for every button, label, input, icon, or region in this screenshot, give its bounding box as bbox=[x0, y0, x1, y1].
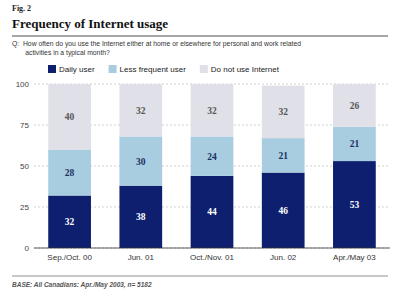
y-tick-label: 0 bbox=[25, 244, 30, 253]
chart: Fig. 2 Frequency of Internet usage Q: How … bbox=[0, 0, 400, 299]
data-label: 32 bbox=[65, 217, 75, 227]
bar-segment bbox=[333, 84, 376, 127]
data-label: 32 bbox=[207, 106, 217, 116]
legend-swatch bbox=[200, 65, 208, 73]
x-axis-line bbox=[34, 248, 390, 249]
grid-line bbox=[34, 248, 390, 249]
bar-segment bbox=[333, 127, 376, 161]
footnote: BASE: All Canadians: Apr./May 2003, n= 5… bbox=[12, 281, 152, 289]
bar-segment bbox=[262, 86, 305, 138]
bar-segment bbox=[333, 161, 376, 248]
title: Frequency of Internet usage bbox=[12, 16, 168, 31]
bar-segment bbox=[262, 173, 305, 248]
bar-segment bbox=[48, 196, 91, 248]
data-label: 24 bbox=[207, 152, 217, 162]
bar-segment bbox=[119, 84, 162, 136]
data-label: 26 bbox=[350, 101, 360, 111]
legend-swatch bbox=[48, 65, 56, 73]
x-tick-label: Jun. 02 bbox=[270, 253, 297, 262]
data-label: 40 bbox=[65, 112, 75, 122]
bar-segment bbox=[119, 186, 162, 248]
bar-segment bbox=[48, 84, 91, 150]
data-label: 38 bbox=[136, 212, 146, 222]
bar-segment bbox=[48, 150, 91, 196]
data-label: 28 bbox=[65, 168, 75, 178]
x-tick-label: Jun. 01 bbox=[128, 253, 155, 262]
legend: Daily user Less frequent user Do not use I… bbox=[48, 65, 280, 74]
legend-label: Less frequent user bbox=[120, 65, 187, 74]
bars bbox=[48, 84, 376, 248]
data-label: 21 bbox=[278, 151, 288, 161]
legend-label: Do not use Internet bbox=[211, 65, 280, 74]
bar-segment bbox=[119, 136, 162, 185]
data-label: 32 bbox=[278, 107, 288, 117]
data-label: 30 bbox=[136, 157, 146, 167]
y-tick-label: 100 bbox=[16, 80, 30, 89]
x-tick-label: Apr./May 03 bbox=[333, 253, 376, 262]
data-label: 21 bbox=[350, 139, 360, 149]
x-tick-label: Oct./Nov. 01 bbox=[190, 253, 234, 262]
y-tick-label: 50 bbox=[20, 162, 29, 171]
y-tick-label: 75 bbox=[20, 121, 29, 130]
bar-segment bbox=[191, 176, 234, 248]
footer-rule bbox=[12, 276, 388, 277]
x-tick-label: Sep./Oct. 00 bbox=[47, 253, 92, 262]
bar-segment bbox=[262, 138, 305, 172]
header-rule bbox=[12, 36, 388, 37]
figure-label: Fig. 2 bbox=[12, 4, 31, 13]
data-label: 44 bbox=[207, 207, 217, 217]
y-tick-label: 25 bbox=[20, 203, 29, 212]
data-labels: 32 28 40 38 30 32 44 24 32 46 21 32 53 21 26 bbox=[65, 101, 360, 227]
legend-swatch bbox=[109, 65, 117, 73]
bar-segment bbox=[191, 84, 234, 136]
subtitle: Q: How often do you use the Internet eit… bbox=[12, 40, 301, 57]
data-label: 46 bbox=[278, 206, 288, 216]
data-label: 53 bbox=[350, 200, 360, 210]
data-label: 32 bbox=[136, 106, 146, 116]
legend-label: Daily user bbox=[59, 65, 95, 74]
bar-segment bbox=[191, 136, 234, 175]
